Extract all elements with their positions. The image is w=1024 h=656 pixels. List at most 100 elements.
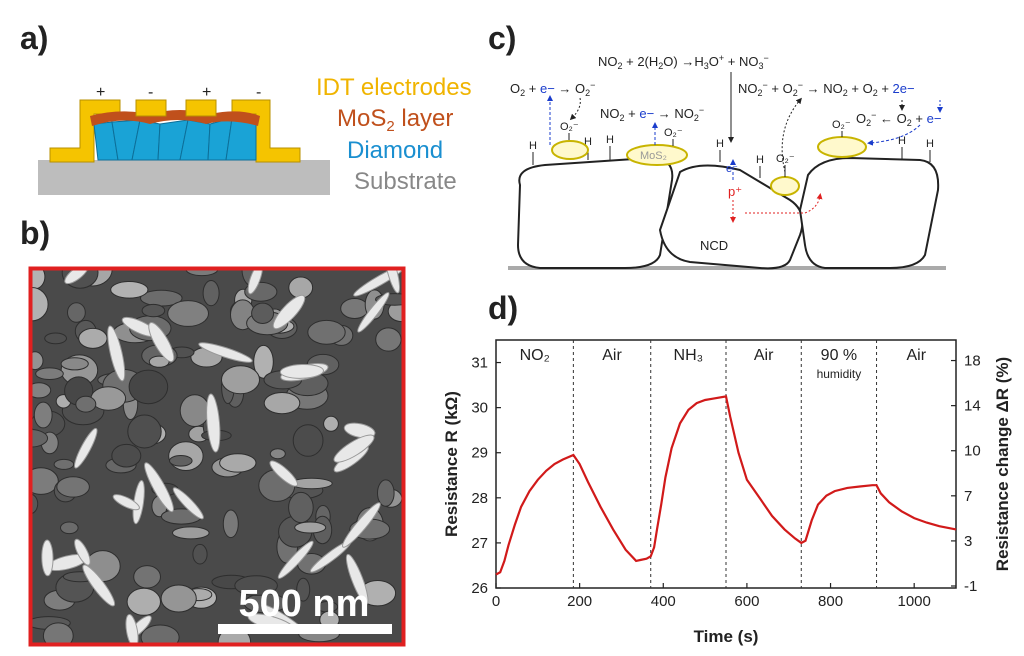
o2minus-1: O₂⁻ — [560, 121, 579, 133]
ncd-grain-1 — [516, 156, 674, 269]
sem-grain — [169, 455, 193, 467]
scale-bar — [218, 624, 392, 634]
sem-grain — [221, 365, 260, 395]
y-tick-label: 29 — [471, 445, 488, 462]
sem-grain — [53, 458, 75, 470]
sem-grain — [33, 401, 53, 429]
svg-text:H: H — [898, 135, 906, 147]
sem-grain — [323, 415, 339, 432]
o2minus-3: O₂⁻ — [776, 153, 795, 165]
sem-grain — [35, 367, 64, 381]
reaction-o2-release: O2− ← O2 + e− — [856, 110, 941, 128]
y-right-tick-label: 14 — [964, 398, 981, 415]
sem-platelet — [148, 322, 175, 363]
sem-grain — [253, 344, 274, 379]
legend-idt: IDT electrodes — [316, 74, 472, 101]
sem-grain — [32, 467, 59, 495]
idt-electrode-mid1 — [135, 99, 167, 117]
polarity-4: - — [256, 84, 261, 101]
idt-electrode-mid2 — [185, 99, 217, 117]
eminus-center: e⁻ — [726, 163, 738, 175]
phase-label: Air — [602, 347, 622, 364]
sem-grain — [67, 302, 86, 323]
o2-adsorbate-3 — [817, 136, 867, 158]
sem-grain — [307, 319, 346, 345]
sem-platelet — [345, 553, 369, 605]
y-tick-label: 31 — [471, 355, 488, 372]
sem-grain — [126, 587, 162, 616]
substrate-layer — [38, 160, 330, 195]
arrow-e-to-grain — [867, 124, 921, 146]
sem-grain — [202, 280, 220, 307]
phase-label: NO₂ — [520, 347, 550, 364]
y-right-tick-label: 3 — [964, 533, 972, 550]
x-tick-label: 400 — [651, 593, 676, 610]
sem-grain — [192, 543, 208, 565]
sem-platelet — [112, 494, 140, 511]
phase-sublabel: humidity — [817, 367, 862, 381]
sem-grain — [219, 453, 257, 473]
sem-grain — [185, 270, 219, 277]
y-tick-label: 26 — [471, 580, 488, 597]
sem-platelet — [64, 270, 89, 285]
sem-border — [28, 266, 406, 647]
sem-platelet — [357, 292, 390, 333]
svg-text:H: H — [756, 154, 764, 166]
sem-grain — [296, 577, 311, 602]
svg-text:H: H — [716, 138, 724, 150]
phase-label: Air — [754, 347, 774, 364]
sem-platelet — [343, 422, 376, 439]
ncd-grain-2 — [658, 164, 804, 270]
x-tick-label: 200 — [567, 593, 592, 610]
sem-grain — [128, 369, 169, 405]
resistance-chart: 0 200 400 600 800 1000 26 27 28 29 30 31 -1 3 7 10 14 18 N… — [442, 339, 1012, 646]
sem-grain — [60, 521, 79, 535]
sem-grain — [32, 382, 52, 399]
sem-platelet — [342, 502, 381, 548]
polarity-1: + — [96, 84, 105, 101]
reaction-no2-adsorption: NO2 + e− → NO2− — [600, 105, 704, 123]
sem-grain — [222, 509, 239, 539]
sem-platelet — [206, 393, 221, 453]
sem-grain — [294, 521, 327, 534]
sem-grain — [32, 493, 39, 514]
y-tick-label: 28 — [471, 490, 488, 507]
x-tick-label: 0 — [492, 593, 500, 610]
sem-platelet — [74, 427, 98, 469]
sem-grain — [111, 443, 142, 468]
sem-image: 500 nm — [28, 266, 406, 647]
sem-grain — [32, 429, 49, 448]
sem-grain — [42, 622, 74, 643]
surface-hydrogens: H H H H H H H — [529, 134, 934, 178]
mos2-flake-label: MoS₂ — [640, 150, 667, 162]
sem-platelet — [272, 294, 306, 330]
phase-label: 90 % — [821, 347, 857, 364]
sem-grain — [140, 624, 180, 643]
polarity-3: + — [202, 84, 211, 101]
sem-platelet — [198, 342, 253, 363]
o2-adsorbate-2 — [770, 176, 800, 196]
sem-platelet — [144, 462, 174, 513]
sem-grain — [377, 479, 395, 507]
reaction-no2-water: NO2 + 2(H2O) →H3O+ + NO3− — [598, 53, 769, 71]
sem-grain — [375, 327, 402, 352]
sem-grain — [32, 287, 49, 322]
ncd-grain-3 — [798, 156, 940, 269]
y-tick-label: 30 — [471, 400, 488, 417]
polarity-2: - — [148, 84, 153, 101]
y-right-tick-label: 18 — [964, 353, 981, 370]
o2-adsorbate-1 — [551, 140, 589, 160]
o2minus-4: O₂⁻ — [832, 119, 851, 131]
sem-grain — [32, 351, 44, 371]
reaction-no2minus-o2minus: NO2− + O2− → NO2 + O2 + 2e− — [738, 80, 915, 98]
sem-platelet — [82, 564, 116, 607]
y-right-tick-label: 7 — [964, 488, 972, 505]
pplus-label: p⁺ — [728, 184, 742, 199]
sem-platelet — [74, 538, 91, 566]
phase-label: NH₃ — [674, 347, 704, 364]
x-tick-label: 800 — [818, 593, 843, 610]
mechanism-diagram: NCD H H H H H H H MoS₂ O₂⁻ O₂⁻ O₂⁻ O₂⁻ N… — [508, 53, 946, 270]
sem-grain — [133, 565, 162, 589]
x-axis-label: Time (s) — [694, 627, 759, 646]
panel-label-d: d) — [488, 290, 519, 326]
